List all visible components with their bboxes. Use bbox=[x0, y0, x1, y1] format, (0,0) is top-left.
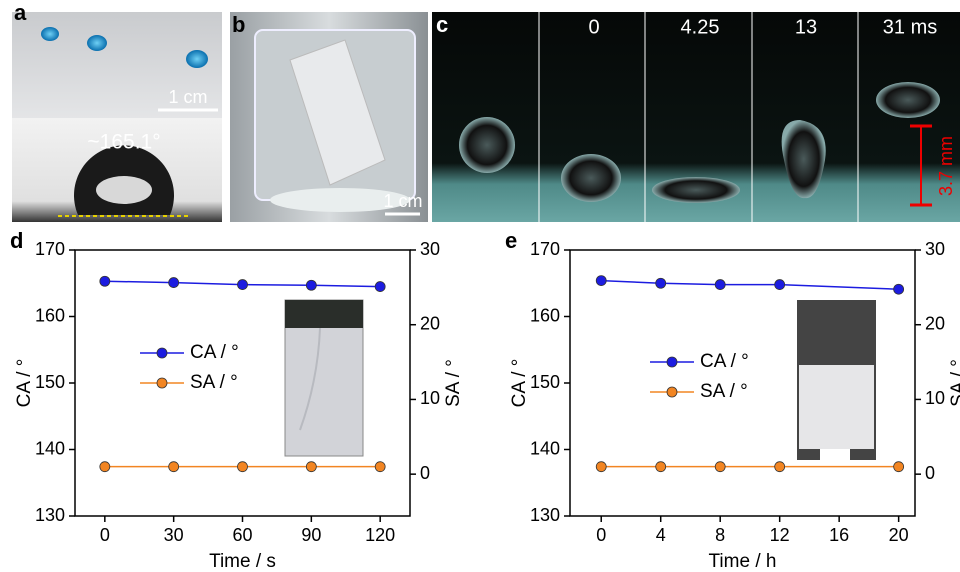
legend-marker bbox=[667, 357, 677, 367]
marker bbox=[375, 462, 385, 472]
marker bbox=[375, 282, 385, 292]
height-label: 3.7 mm bbox=[936, 136, 956, 196]
panel-a: 1 cm ~165.1° a bbox=[12, 0, 222, 222]
marker bbox=[306, 280, 316, 290]
time-label: 0 bbox=[588, 16, 599, 38]
marker bbox=[715, 280, 725, 290]
marker bbox=[775, 462, 785, 472]
x-tick-label: 8 bbox=[715, 525, 725, 545]
series-line bbox=[601, 281, 898, 290]
y-tick-label: 130 bbox=[530, 505, 560, 525]
y2-tick-label: 30 bbox=[925, 239, 945, 259]
marker bbox=[100, 462, 110, 472]
x-tick-label: 60 bbox=[232, 525, 252, 545]
panel-label: d bbox=[10, 228, 23, 253]
x-tick-label: 120 bbox=[365, 525, 395, 545]
droplet bbox=[652, 177, 740, 203]
scale-label: 1 cm bbox=[383, 191, 422, 211]
y-tick-label: 130 bbox=[35, 505, 65, 525]
y-tick-label: 140 bbox=[530, 438, 560, 458]
y-tick-label: 170 bbox=[530, 239, 560, 259]
droplet bbox=[186, 50, 208, 68]
y-tick-label: 140 bbox=[35, 438, 65, 458]
x-tick-label: 0 bbox=[596, 525, 606, 545]
droplet bbox=[561, 154, 621, 202]
time-label: 31 ms bbox=[883, 16, 937, 38]
marker bbox=[775, 280, 785, 290]
y2-tick-label: 20 bbox=[420, 313, 440, 333]
y2-axis-label: SA / ° bbox=[443, 359, 464, 407]
photo-top bbox=[285, 300, 363, 328]
y-tick-label: 160 bbox=[35, 305, 65, 325]
marker bbox=[715, 462, 725, 472]
marker bbox=[596, 276, 606, 286]
panel-label: a bbox=[14, 0, 27, 25]
panel-c: 3.7 mm 0 4.25 13 31 ms c bbox=[432, 12, 960, 222]
x-tick-label: 4 bbox=[656, 525, 666, 545]
panel-b: 1 cm b bbox=[230, 12, 428, 222]
x-tick-label: 90 bbox=[301, 525, 321, 545]
reflection bbox=[96, 176, 152, 204]
y2-tick-label: 10 bbox=[420, 388, 440, 408]
y2-tick-label: 20 bbox=[925, 313, 945, 333]
marker bbox=[596, 462, 606, 472]
time-label: 13 bbox=[795, 16, 817, 38]
inset-e bbox=[797, 300, 876, 460]
x-axis-label: Time / h bbox=[709, 551, 777, 572]
y2-tick-label: 0 bbox=[925, 463, 935, 483]
marker bbox=[169, 462, 179, 472]
figure: 1 cm ~165.1° a 1 cm b 3.7 mm 0 4.25 13 bbox=[0, 0, 960, 572]
y2-tick-label: 30 bbox=[420, 239, 440, 259]
x-tick-label: 30 bbox=[164, 525, 184, 545]
panel-label: e bbox=[505, 228, 517, 253]
marker bbox=[169, 278, 179, 288]
panel-label: b bbox=[232, 12, 245, 37]
y2-axis-label: SA / ° bbox=[948, 359, 960, 407]
droplet bbox=[876, 82, 940, 118]
legend-label: CA / ° bbox=[190, 342, 239, 363]
droplet bbox=[459, 117, 515, 173]
y-tick-label: 160 bbox=[530, 305, 560, 325]
legend-label: SA / ° bbox=[190, 372, 238, 393]
marker bbox=[100, 276, 110, 286]
legend-marker bbox=[157, 348, 167, 358]
y2-tick-label: 10 bbox=[925, 388, 945, 408]
y-axis-label: CA / ° bbox=[509, 359, 530, 408]
x-tick-label: 16 bbox=[829, 525, 849, 545]
time-label: 4.25 bbox=[681, 16, 720, 38]
marker bbox=[238, 462, 248, 472]
marker bbox=[894, 462, 904, 472]
legend-marker bbox=[157, 378, 167, 388]
x-tick-label: 20 bbox=[889, 525, 909, 545]
x-tick-label: 12 bbox=[770, 525, 790, 545]
marker bbox=[656, 278, 666, 288]
x-axis-label: Time / s bbox=[209, 551, 276, 572]
legend-label: SA / ° bbox=[700, 381, 748, 402]
holder bbox=[820, 449, 850, 460]
contact-angle: ~165.1° bbox=[87, 131, 160, 154]
legend-marker bbox=[667, 387, 677, 397]
droplet bbox=[87, 35, 107, 51]
y-tick-label: 150 bbox=[530, 372, 560, 392]
y2-tick-label: 0 bbox=[420, 463, 430, 483]
sample bbox=[799, 365, 874, 449]
scale-label: 1 cm bbox=[168, 87, 207, 107]
y-axis-label: CA / ° bbox=[14, 359, 35, 408]
y-tick-label: 150 bbox=[35, 372, 65, 392]
inset-d bbox=[285, 300, 363, 456]
marker bbox=[306, 462, 316, 472]
panel-label: c bbox=[436, 12, 448, 37]
droplet bbox=[41, 27, 59, 41]
marker bbox=[238, 280, 248, 290]
y-tick-label: 170 bbox=[35, 239, 65, 259]
marker bbox=[894, 284, 904, 294]
legend-label: CA / ° bbox=[700, 351, 749, 372]
x-tick-label: 0 bbox=[100, 525, 110, 545]
marker bbox=[656, 462, 666, 472]
